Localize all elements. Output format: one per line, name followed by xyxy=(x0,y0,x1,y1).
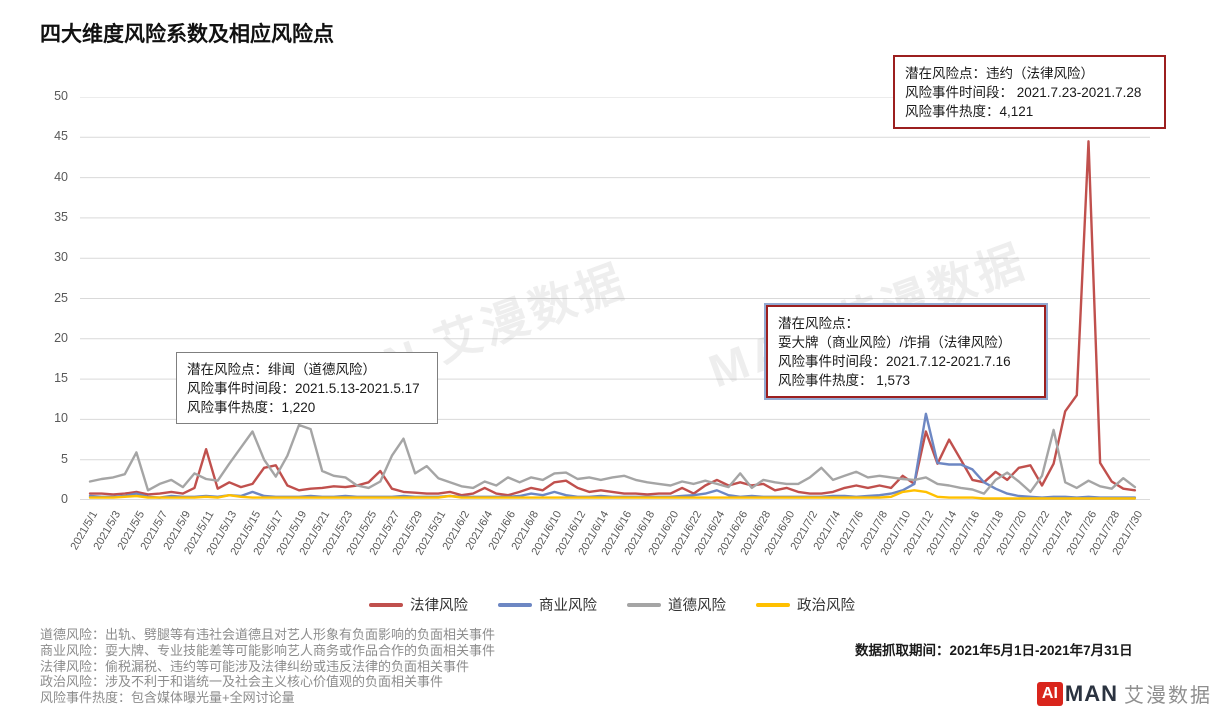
logo-ai-badge: AI xyxy=(1036,681,1063,706)
footnote-heat: 风险事件热度：包含媒体曝光量+全网讨论量 xyxy=(40,690,295,706)
annotation-line: 风险事件时间段：2021.5.13-2021.5.17 xyxy=(187,381,420,396)
y-tick-label: 0 xyxy=(61,492,68,506)
annotation-line: 风险事件热度：1,220 xyxy=(187,400,316,415)
legend-label: 法律风险 xyxy=(410,598,468,614)
y-tick-label: 35 xyxy=(54,209,68,224)
legend-item-political-risk: 政治风险 xyxy=(756,594,855,615)
annotation-line: 风险事件时间段：2021.7.12-2021.7.16 xyxy=(778,354,1011,369)
logo-cn-text: 艾漫数据 xyxy=(1124,685,1212,707)
legend-item-business-risk: 商业风险 xyxy=(498,594,597,615)
series-line-道德风险 xyxy=(88,423,1137,495)
moral-risk-line-swatch xyxy=(627,602,661,607)
y-tick-label: 25 xyxy=(54,290,68,305)
annotation-line: 潜在风险点：绯闻（道德风险） xyxy=(187,362,376,377)
legend-item-moral-risk: 道德风险 xyxy=(627,594,726,615)
series-line-法律风险 xyxy=(88,140,1137,497)
legend-label: 商业风险 xyxy=(539,598,597,614)
series-line-政治风险 xyxy=(88,489,1137,500)
y-tick-label: 20 xyxy=(54,330,68,345)
annotation-line: 风险事件时间段： 2021.7.23-2021.7.28 xyxy=(905,85,1142,100)
annotation-line: 潜在风险点：违约（法律风险） xyxy=(905,66,1094,81)
legend-label: 道德风险 xyxy=(668,598,726,614)
legal-risk-line-swatch xyxy=(369,602,403,607)
y-tick-label: 15 xyxy=(54,371,68,386)
data-capture-period: 数据抓取期间：2021年5月1日-2021年7月31日 xyxy=(855,643,1133,658)
y-tick-label: 50 xyxy=(54,89,68,103)
legend-item-legal-risk: 法律风险 xyxy=(369,594,468,615)
business-risk-line-swatch xyxy=(498,602,532,607)
page-title: 四大维度风险系数及相应风险点 xyxy=(40,23,334,46)
footnote-legal: 法律风险：偷税漏税、违约等可能涉及法律纠纷或违反法律的负面相关事件 xyxy=(40,658,470,674)
footnote-political: 政治风险：涉及不利于和谐统一及社会主义核心价值观的负面相关事件 xyxy=(40,674,444,690)
y-tick-label: 5 xyxy=(61,451,68,466)
y-axis-labels: 0 5 10 15 20 25 30 35 40 45 50 xyxy=(36,89,72,506)
chart-legend: 法律风险 商业风险 道德风险 政治风险 xyxy=(0,594,1224,615)
x-axis-labels: 2021/5/1 2021/5/3 2021/5/5 2021/5/7 2021/5/9… xyxy=(69,505,1150,591)
annotation-line: 风险事件热度： 1,573 xyxy=(778,373,911,388)
legend-label: 政治风险 xyxy=(797,598,855,614)
annotation-line: 耍大牌（商业风险）/诈捐（法律风险） xyxy=(778,335,1012,350)
political-risk-line-swatch xyxy=(756,602,790,607)
footnote-business: 商业风险：耍大牌、专业技能差等可能影响艺人商务或作品合作的负面相关事件 xyxy=(40,642,496,658)
annotation-line: 风险事件热度：4,121 xyxy=(905,104,1034,119)
annotation-business-legal-risk: 潜在风险点： 耍大牌（商业风险）/诈捐（法律风险） 风险事件时间段：2021.7… xyxy=(766,305,1046,398)
annotation-legal-risk: 潜在风险点：违约（法律风险） 风险事件时间段： 2021.7.23-2021.7… xyxy=(893,55,1166,129)
risk-line-chart xyxy=(80,97,1150,500)
y-tick-label: 30 xyxy=(54,250,68,265)
y-tick-label: 40 xyxy=(54,169,68,184)
aiman-logo: AI MAN 艾漫数据 xyxy=(1036,679,1212,708)
y-tick-label: 45 xyxy=(54,129,68,144)
annotation-line: 潜在风险点： xyxy=(778,316,859,331)
footnotes: 道德风险：出轨、劈腿等有违社会道德且对艺人形象有负面影响的负面相关事件 商业风险… xyxy=(40,627,495,706)
y-tick-label: 10 xyxy=(54,411,68,426)
footnote-moral: 道德风险：出轨、劈腿等有违社会道德且对艺人形象有负面影响的负面相关事件 xyxy=(40,627,496,642)
annotation-moral-risk: 潜在风险点：绯闻（道德风险） 风险事件时间段：2021.5.13-2021.5.… xyxy=(176,352,438,424)
logo-man-text: MAN xyxy=(1064,680,1118,706)
